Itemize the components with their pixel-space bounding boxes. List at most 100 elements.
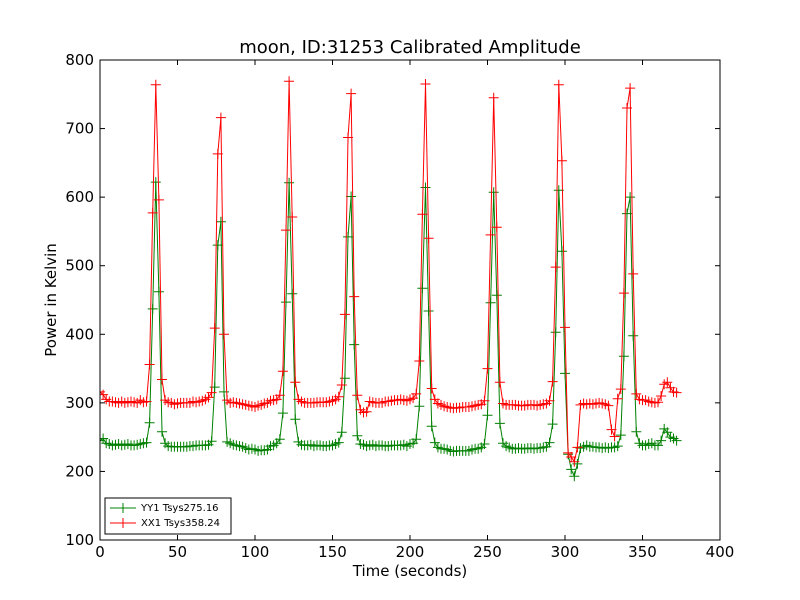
data-point-xx1 <box>625 83 636 94</box>
data-point-yy1 <box>343 231 353 242</box>
data-point-yy1 <box>494 418 505 429</box>
data-point-yy1 <box>287 288 298 299</box>
data-point-yy1 <box>411 434 422 445</box>
data-point-yy1 <box>488 187 499 198</box>
x-tick-label: 200 <box>396 543 425 561</box>
data-point-xx1 <box>631 388 642 399</box>
data-point-xx1 <box>485 229 496 240</box>
data-point-yy1 <box>566 464 577 475</box>
data-point-xx1 <box>423 233 434 244</box>
chart-title: moon, ID:31253 Calibrated Amplitude <box>239 37 581 58</box>
data-point-xx1 <box>606 424 617 435</box>
data-point-xx1 <box>150 79 161 90</box>
data-point-xx1 <box>343 132 353 143</box>
data-point-yy1 <box>491 290 502 301</box>
data-point-xx1 <box>333 391 344 402</box>
data-point-xx1 <box>219 329 229 340</box>
data-point-yy1 <box>547 419 558 430</box>
x-tick-labels: 0 50 100 150 200 250 300 350 400 <box>95 543 734 561</box>
y-tick-label: 500 <box>65 257 94 275</box>
legend-box <box>104 497 232 535</box>
x-tick-label: 250 <box>473 543 502 561</box>
data-point-yy1 <box>150 177 161 188</box>
data-point-yy1 <box>615 430 626 441</box>
data-point-xx1 <box>287 212 298 222</box>
x-tick-label: 100 <box>241 543 270 561</box>
data-point-yy1 <box>414 401 425 412</box>
data-point-yy1 <box>622 208 632 219</box>
data-point-xx1 <box>426 383 437 394</box>
data-point-xx1 <box>612 393 623 404</box>
x-tick-label: 400 <box>706 543 735 561</box>
data-point-xx1 <box>414 356 425 366</box>
data-point-yy1 <box>284 177 295 188</box>
data-point-yy1 <box>219 386 229 397</box>
y-tick-label: 100 <box>65 531 94 549</box>
data-point-yy1 <box>336 427 347 438</box>
legend-marker-xx1 <box>118 518 128 528</box>
data-point-yy1 <box>153 286 164 297</box>
data-point-yy1 <box>281 297 291 308</box>
data-point-xx1 <box>147 207 158 218</box>
series-xx1 <box>100 76 682 467</box>
data-point-yy1 <box>569 471 580 482</box>
data-point-xx1 <box>281 225 291 236</box>
data-point-yy1 <box>144 417 155 428</box>
data-point-xx1 <box>618 288 629 299</box>
legend-label-xx1: XX1 Tsys358.24 <box>141 518 220 529</box>
data-point-xx1 <box>572 442 583 453</box>
data-point-xx1 <box>550 262 561 273</box>
y-tick-label: 400 <box>65 325 94 343</box>
data-point-xx1 <box>553 79 564 90</box>
data-point-xx1 <box>603 400 614 411</box>
data-point-xx1 <box>290 377 301 388</box>
data-point-yy1 <box>277 408 288 419</box>
data-point-yy1 <box>556 246 567 257</box>
data-point-yy1 <box>656 435 667 446</box>
y-tick-labels: 100 200 300 400 500 600 700 800 <box>65 51 94 549</box>
data-point-xx1 <box>494 377 505 388</box>
data-point-xx1 <box>284 76 295 87</box>
data-point-xx1 <box>361 406 372 417</box>
data-point-yy1 <box>671 435 682 446</box>
series-yy1 <box>100 177 682 482</box>
x-tick-label: 300 <box>551 543 580 561</box>
data-point-xx1 <box>547 376 558 387</box>
data-point-yy1 <box>631 426 642 437</box>
legend-marker-yy1 <box>118 503 128 513</box>
data-point-xx1 <box>615 384 626 395</box>
data-point-xx1 <box>417 209 428 220</box>
data-point-yy1 <box>206 436 217 447</box>
data-point-yy1 <box>420 182 431 193</box>
series-layer <box>100 76 682 482</box>
data-point-xx1 <box>544 395 555 406</box>
data-point-xx1 <box>482 363 493 374</box>
data-point-xx1 <box>339 309 350 320</box>
data-point-xx1 <box>556 155 567 166</box>
data-point-xx1 <box>479 395 490 406</box>
data-point-yy1 <box>612 441 623 452</box>
data-point-yy1 <box>157 426 167 437</box>
x-tick-label: 0 <box>95 543 105 561</box>
data-point-yy1 <box>482 410 493 421</box>
data-point-yy1 <box>560 368 570 379</box>
data-point-yy1 <box>479 439 490 449</box>
data-point-xx1 <box>653 397 663 408</box>
data-point-xx1 <box>662 377 673 388</box>
data-point-xx1 <box>274 390 285 401</box>
plot-frame <box>99 59 721 541</box>
data-point-xx1 <box>628 268 639 279</box>
data-point-yy1 <box>147 303 158 314</box>
data-point-xx1 <box>491 222 502 233</box>
y-tick-label: 600 <box>65 188 94 206</box>
data-point-xx1 <box>141 396 152 407</box>
y-tick-label: 300 <box>65 394 94 412</box>
y-tick-label: 200 <box>65 462 94 480</box>
data-point-xx1 <box>411 388 422 399</box>
data-point-xx1 <box>209 323 220 334</box>
data-point-yy1 <box>141 437 152 448</box>
data-point-xx1 <box>277 366 288 377</box>
data-point-yy1 <box>550 327 561 338</box>
data-point-yy1 <box>215 216 226 227</box>
